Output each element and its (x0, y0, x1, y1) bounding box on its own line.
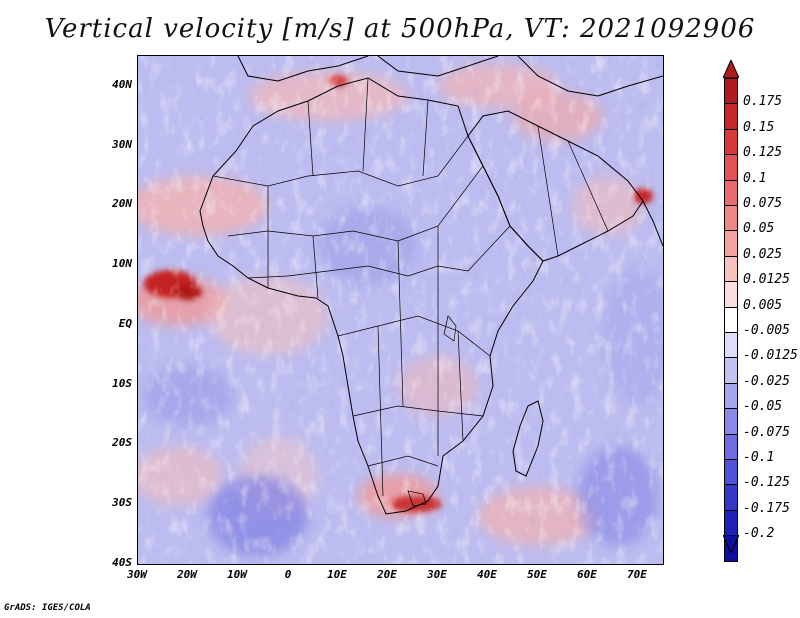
colorbar-swatch (724, 306, 738, 333)
map-svg (138, 56, 663, 564)
y-tick-label: 40S (112, 556, 132, 569)
colorbar-label: 0.125 (743, 145, 783, 161)
colorbar-label: -0.2 (743, 526, 775, 542)
colorbar-label: -0.005 (743, 323, 790, 338)
colorbar-swatch (724, 103, 738, 130)
y-tick-label: 10S (112, 377, 132, 390)
colorbar-swatch (724, 230, 738, 257)
colorbar-swatch (724, 408, 738, 435)
colorbar-swatch (724, 459, 738, 486)
x-tick-label: 10W (227, 568, 247, 581)
y-tick-label: 20S (112, 436, 132, 449)
x-tick-label: 20W (177, 568, 197, 581)
colorbar-swatch (724, 205, 738, 232)
colorbar-swatch (724, 382, 738, 410)
colorbar-swatch (724, 179, 738, 206)
chart-title: Vertical velocity [m/s] at 500hPa, VT: 2… (44, 14, 756, 44)
y-tick-label: 30N (112, 138, 132, 151)
colorbar-swatch (724, 78, 738, 105)
y-tick-label: EQ (118, 317, 132, 330)
coastlines (199, 56, 663, 515)
colorbar-top-arrow (723, 60, 739, 78)
map-panel[interactable] (137, 55, 664, 565)
x-tick-label: 20E (377, 568, 397, 581)
colorbar-swatch (724, 332, 738, 359)
colorbar-label: 0.15 (743, 119, 775, 135)
colorbar-label: 0.05 (743, 221, 775, 237)
colorbar-label: -0.0125 (743, 348, 798, 364)
colorbar-swatch (724, 509, 738, 537)
footer-credit: GrADS: IGES/COLA (4, 603, 91, 613)
colorbar-label: 0.005 (743, 297, 783, 313)
colorbar-label: 0.1 (743, 170, 767, 186)
colorbar-label: -0.175 (743, 500, 790, 516)
y-tick-label: 20N (112, 197, 132, 210)
colorbar-label: -0.1 (743, 450, 775, 465)
colorbar-swatch (724, 281, 738, 308)
colorbar-label: 0.025 (743, 246, 783, 262)
x-tick-label: 40E (477, 568, 497, 581)
colorbar-bottom-arrow (723, 535, 739, 553)
colorbar-label: 0.175 (743, 94, 783, 110)
x-tick-label: 50E (527, 568, 547, 581)
colorbar-label: -0.025 (743, 373, 790, 389)
x-tick-label: 60E (577, 568, 597, 581)
y-tick-label: 10N (112, 257, 132, 270)
colorbar-label: 0.0125 (743, 272, 790, 288)
colorbar-label: -0.125 (743, 475, 790, 491)
country-borders (212, 77, 609, 507)
y-tick-label: 30S (112, 496, 132, 509)
x-tick-label: 0 (284, 568, 292, 581)
colorbar-swatch (724, 357, 738, 384)
x-tick-label: 30E (427, 568, 447, 581)
y-tick-label: 40N (112, 78, 132, 91)
colorbar-swatch (724, 255, 738, 283)
colorbar-label: -0.075 (743, 424, 790, 440)
x-tick-label: 30W (127, 568, 147, 581)
colorbar-swatch (724, 433, 738, 460)
vv-texture-blue (138, 56, 663, 564)
colorbar-swatch (724, 154, 738, 181)
x-tick-label: 70E (627, 568, 647, 581)
colorbar-label: 0.075 (743, 196, 783, 211)
x-tick-label: 10E (327, 568, 347, 581)
colorbar-label: -0.05 (743, 399, 783, 415)
colorbar-swatch (724, 484, 738, 511)
colorbar-swatch (724, 128, 738, 156)
